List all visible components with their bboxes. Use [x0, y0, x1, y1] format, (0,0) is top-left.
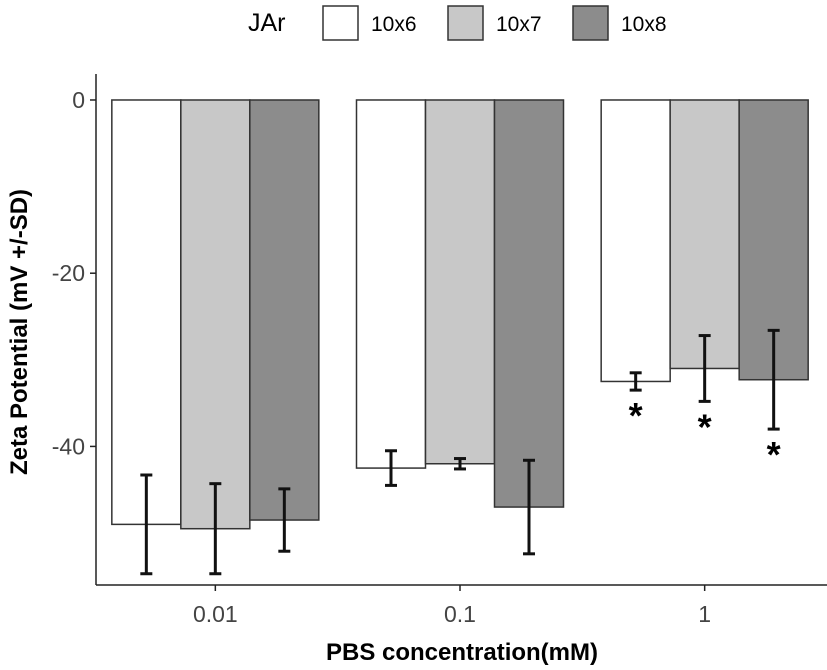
y-axis-title: Zeta Potential (mV +/-SD) [6, 189, 33, 475]
y-tick-label: -40 [52, 433, 85, 459]
legend-swatch [447, 5, 484, 41]
x-ticks: 0.01 0.1 1 [193, 585, 711, 627]
plot-area: * * * [111, 99, 809, 576]
significance-marker: * [767, 434, 781, 475]
legend-label: 10x8 [621, 13, 667, 36]
legend-swatch [572, 5, 609, 41]
bar [111, 99, 182, 526]
bar [669, 99, 740, 370]
bar [600, 99, 671, 383]
significance-marker: * [698, 406, 712, 447]
x-tick-label: 1 [698, 601, 711, 627]
legend-items: 10x6 10x7 10x8 [322, 5, 667, 41]
bar [493, 99, 565, 508]
y-ticks: 0 -20 -40 [52, 87, 96, 459]
bar [180, 99, 251, 530]
y-tick-label: -20 [52, 260, 85, 286]
legend-swatch [322, 5, 359, 41]
bar [249, 99, 320, 521]
legend-title: JAr [248, 9, 286, 37]
legend-label: 10x7 [496, 13, 542, 36]
bar [424, 99, 496, 465]
x-axis-title: PBS concentration(mM) [326, 639, 598, 666]
significance-marker: * [629, 395, 643, 436]
y-tick-label: 0 [72, 87, 85, 113]
bar [355, 99, 427, 469]
x-tick-label: 0.1 [444, 601, 476, 627]
legend: JAr 10x6 10x7 10x8 [248, 5, 667, 41]
x-tick-label: 0.01 [193, 601, 238, 627]
legend-label: 10x6 [371, 13, 417, 36]
